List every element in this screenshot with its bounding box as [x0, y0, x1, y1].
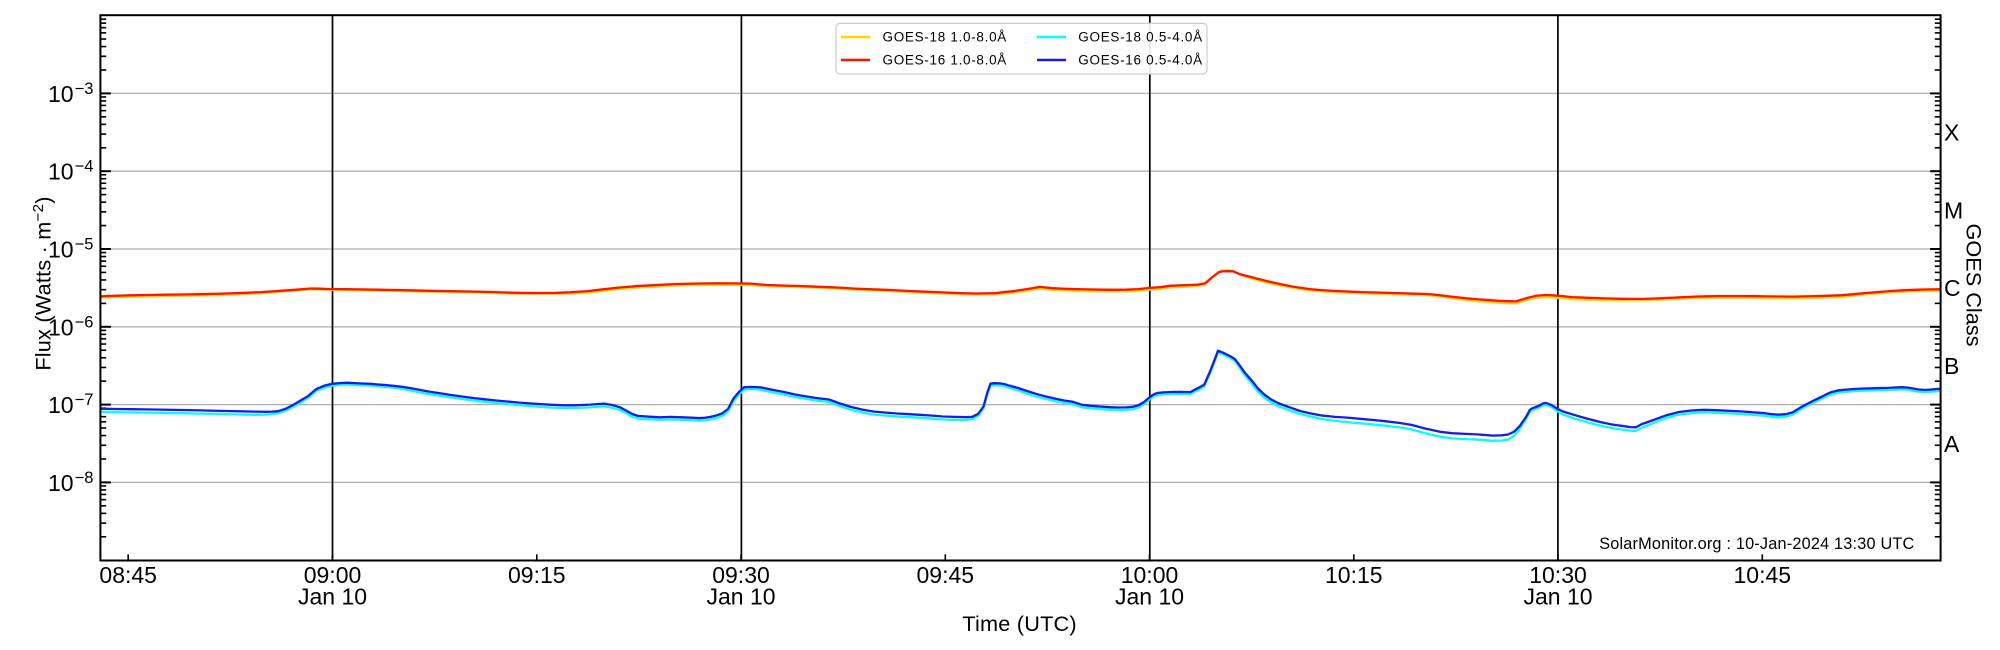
svg-text:09:30: 09:30	[712, 562, 770, 588]
svg-text:10:00: 10:00	[1121, 562, 1179, 588]
svg-text:B: B	[1944, 353, 1959, 379]
svg-text:09:45: 09:45	[917, 562, 975, 588]
svg-text:10−3: 10−3	[48, 80, 93, 107]
svg-text:10−6: 10−6	[48, 313, 93, 340]
svg-text:GOES Class: GOES Class	[1962, 224, 1987, 347]
svg-text:10−4: 10−4	[48, 158, 93, 185]
svg-text:10:45: 10:45	[1734, 562, 1792, 588]
svg-text:M: M	[1944, 197, 1963, 223]
svg-text:09:15: 09:15	[508, 562, 566, 588]
svg-text:GOES-18 0.5-4.0Å: GOES-18 0.5-4.0Å	[1078, 30, 1203, 45]
svg-text:A: A	[1944, 431, 1960, 457]
svg-text:X: X	[1944, 120, 1959, 146]
svg-text:10:30: 10:30	[1529, 562, 1587, 588]
svg-text:GOES-16 1.0-8.0Å: GOES-16 1.0-8.0Å	[883, 53, 1008, 68]
svg-text:10−8: 10−8	[48, 469, 93, 496]
svg-text:SolarMonitor.org : 10-Jan-2024: SolarMonitor.org : 10-Jan-2024 13:30 UTC	[1599, 535, 1914, 553]
svg-text:Flux (Watts · m−2): Flux (Watts · m−2)	[30, 196, 56, 370]
svg-text:09:00: 09:00	[304, 562, 362, 588]
svg-text:08:45: 08:45	[99, 562, 157, 588]
svg-text:10:15: 10:15	[1325, 562, 1383, 588]
svg-text:10−5: 10−5	[48, 236, 93, 263]
svg-text:Jan 10: Jan 10	[706, 584, 775, 610]
svg-text:Jan 10: Jan 10	[1115, 584, 1184, 610]
svg-text:GOES-16 0.5-4.0Å: GOES-16 0.5-4.0Å	[1078, 53, 1203, 68]
svg-text:Time (UTC): Time (UTC)	[962, 611, 1076, 636]
svg-text:Jan 10: Jan 10	[298, 584, 367, 610]
svg-text:GOES-18 1.0-8.0Å: GOES-18 1.0-8.0Å	[883, 30, 1008, 45]
svg-text:10−7: 10−7	[48, 391, 93, 418]
svg-text:C: C	[1944, 275, 1961, 301]
svg-text:Jan 10: Jan 10	[1523, 584, 1592, 610]
